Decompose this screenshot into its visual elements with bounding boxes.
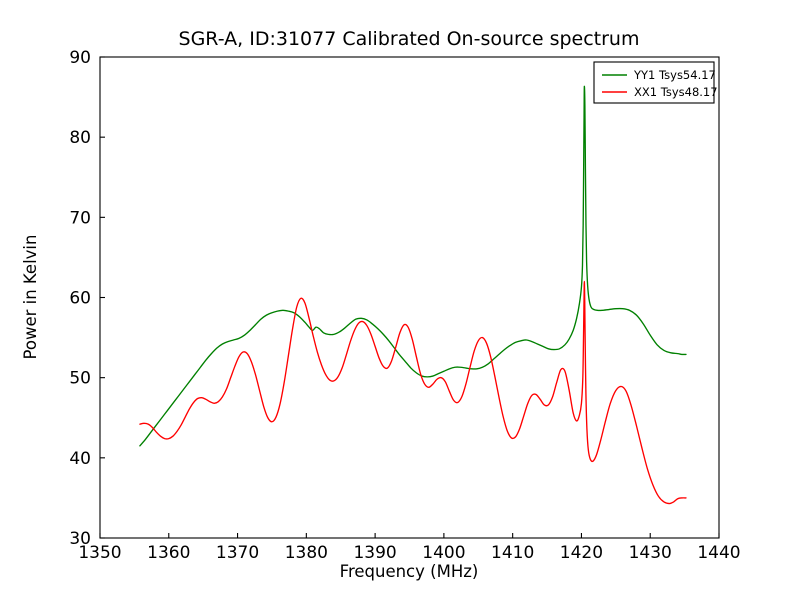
x-tick-label: 1440 (697, 543, 740, 563)
x-axis-ticks: 1350 1360 1370 1380 1390 1400 1410 1420 1430 1440 (78, 533, 741, 563)
y-tick-label: 90 (69, 48, 91, 68)
legend: YY1 Tsys54.17 XX1 Tsys48.17 (593, 61, 718, 104)
x-tick-label: 1350 (78, 543, 121, 563)
series-line-xx1 (139, 280, 687, 505)
x-tick-label: 1420 (560, 543, 603, 563)
x-tick-label: 1430 (629, 543, 672, 563)
legend-label-xx1: XX1 Tsys48.17 (634, 85, 718, 99)
y-tick-label: 70 (69, 208, 91, 228)
x-tick-label: 1400 (422, 543, 465, 563)
legend-label-yy1: YY1 Tsys54.17 (633, 68, 716, 82)
plot-area (100, 57, 719, 538)
x-tick-label: 1360 (147, 543, 190, 563)
x-tick-label: 1370 (216, 543, 259, 563)
legend-frame (593, 61, 715, 104)
y-axis-ticks: 30 40 50 60 70 80 90 (69, 48, 105, 549)
y-tick-label: 40 (69, 449, 91, 469)
x-tick-label: 1390 (353, 543, 396, 563)
y-tick-label: 50 (69, 369, 91, 389)
y-tick-label: 60 (69, 289, 91, 309)
data-series-group (139, 85, 687, 505)
y-tick-label: 30 (69, 529, 91, 549)
page-title: SGR-A, ID:31077 Calibrated On-source spe… (179, 28, 640, 50)
x-tick-label: 1380 (285, 543, 328, 563)
x-tick-label: 1410 (491, 543, 534, 563)
x-axis-label: Frequency (MHz) (340, 562, 479, 581)
series-line-yy1 (139, 85, 687, 447)
y-axis-label: Power in Kelvin (21, 235, 40, 360)
y-tick-label: 80 (69, 128, 91, 148)
